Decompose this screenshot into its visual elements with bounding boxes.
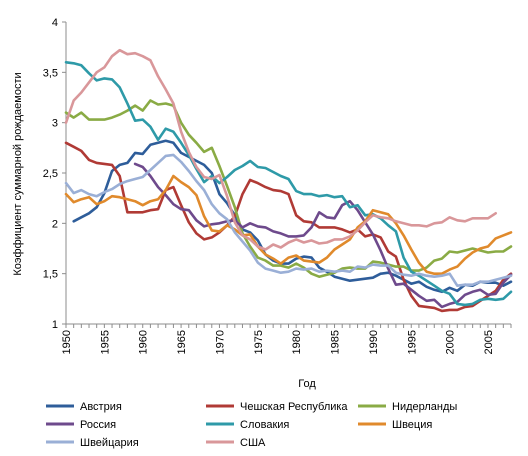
x-tick-label: 2000 — [445, 330, 457, 354]
legend-label: Швейцария — [80, 437, 139, 449]
y-tick-label: 4 — [52, 17, 58, 29]
y-tick-label: 3 — [52, 118, 58, 130]
y-tick-label: 2,5 — [43, 168, 58, 180]
series-line-8 — [64, 48, 498, 251]
y-tick-label: 3,5 — [43, 67, 58, 79]
legend-label: Словакия — [240, 419, 289, 431]
series-line-5 — [64, 60, 513, 307]
axes: 1 1,5 2 2,5 3 3,5 4 1950 1955 1960 1965 1970 1975 198… — [43, 17, 512, 354]
x-tick-label: 2005 — [483, 330, 495, 354]
x-tick-label: 1990 — [368, 330, 380, 354]
series-line-4 — [133, 162, 513, 309]
series-line-6 — [64, 174, 513, 276]
legend-label: США — [240, 437, 266, 449]
series-lines — [64, 48, 513, 313]
legend: Австрия Чешская Республика Нидерланды Росси… — [46, 401, 457, 449]
legend-label: Австрия — [80, 401, 122, 413]
series-line-2 — [64, 141, 513, 313]
x-tick-label: 1995 — [406, 330, 418, 354]
series-line-1 — [72, 139, 513, 294]
series-line-7 — [64, 153, 513, 288]
y-tick-label: 2 — [52, 218, 58, 230]
legend-label: Россия — [80, 419, 116, 431]
x-tick-label: 1955 — [99, 330, 111, 354]
x-tick-label: 1965 — [176, 330, 188, 354]
x-tick-label: 1970 — [214, 330, 226, 354]
legend-label: Чешская Республика — [240, 401, 348, 413]
x-tick-label: 1975 — [253, 330, 265, 354]
x-tick-label: 1960 — [138, 330, 150, 354]
legend-label: Швеция — [392, 419, 432, 431]
x-tick-label: 1950 — [61, 330, 73, 354]
x-axis-title: Год — [298, 378, 316, 390]
y-tick-label: 1 — [52, 319, 58, 331]
series-line-3 — [64, 99, 513, 279]
y-tick-label: 1,5 — [43, 269, 58, 281]
legend-label: Нидерланды — [392, 401, 457, 413]
x-tick-label: 1985 — [330, 330, 342, 354]
y-axis-title: Коэффициент суммарной рождаемости — [12, 72, 24, 275]
x-tick-label: 1980 — [291, 330, 303, 354]
